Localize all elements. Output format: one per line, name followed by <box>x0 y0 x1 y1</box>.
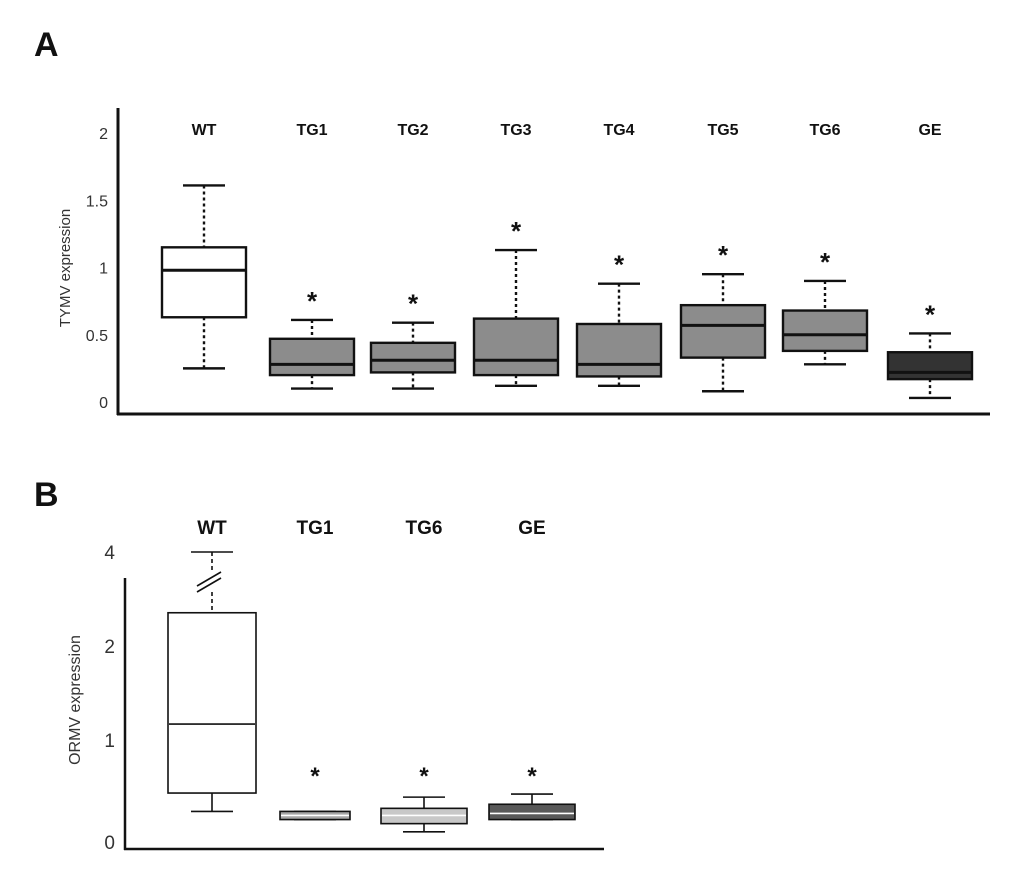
y-tick-label: 1 <box>104 731 115 752</box>
panel-b: B ORMV expression 4 2 1 0 WT TG1 TG6 GE * * * <box>34 476 604 854</box>
box-wt <box>160 184 248 370</box>
significance-marker-tg5: * <box>718 240 729 270</box>
category-label-tg1: TG1 <box>297 518 334 539</box>
box-ge <box>886 332 974 400</box>
y-axis-label-a: TYMV expression <box>57 209 74 327</box>
box-body <box>369 341 457 374</box>
category-label-ge: GE <box>918 122 941 139</box>
y-tick-label: 0 <box>104 833 115 854</box>
box-tg4 <box>575 282 663 388</box>
category-label-tg3: TG3 <box>500 122 531 139</box>
significance-marker-tg6: * <box>419 763 429 790</box>
box-tg2 <box>369 321 457 390</box>
y-tick-label: 1 <box>99 261 108 278</box>
panel-a: A TYMV expression 2 1.5 1 0.5 0 WT TG1 TG2 TG3 T… <box>34 26 990 416</box>
box-body <box>167 611 257 794</box>
box-body <box>886 351 974 381</box>
y-tick-label: 0.5 <box>86 328 108 345</box>
box-tg5 <box>679 273 767 393</box>
box-body <box>160 246 248 319</box>
box-wt <box>167 551 257 813</box>
panel-label-b: B <box>34 476 59 514</box>
y-tick-label: 4 <box>104 543 115 564</box>
box-body <box>488 803 576 821</box>
significance-marker-ge: * <box>925 299 936 329</box>
category-label-tg6: TG6 <box>406 518 443 539</box>
box-tg1 <box>268 318 356 390</box>
significance-marker-ge: * <box>527 763 537 790</box>
significance-marker-tg6: * <box>820 247 831 277</box>
significance-marker-tg4: * <box>614 250 625 280</box>
category-label-tg4: TG4 <box>603 122 634 139</box>
box-tg6 <box>380 796 468 833</box>
category-label-wt: WT <box>197 518 227 539</box>
box-body <box>472 317 560 377</box>
category-label-wt: WT <box>192 122 217 139</box>
category-label-tg5: TG5 <box>707 122 738 139</box>
panel-label-a: A <box>34 26 59 64</box>
significance-marker-tg2: * <box>408 289 419 319</box>
significance-marker-tg1: * <box>310 763 320 790</box>
box-tg1 <box>279 810 351 821</box>
category-label-ge: GE <box>518 518 545 539</box>
significance-marker-tg1: * <box>307 286 318 316</box>
y-tick-label: 0 <box>99 395 108 412</box>
box-ge <box>488 793 576 821</box>
y-tick-label: 2 <box>99 126 108 143</box>
box-body <box>268 337 356 377</box>
category-label-tg1: TG1 <box>296 122 327 139</box>
category-label-tg2: TG2 <box>397 122 428 139</box>
significance-marker-tg3: * <box>511 216 522 246</box>
y-axis-label-b: ORMV expression <box>67 635 84 765</box>
category-label-tg6: TG6 <box>809 122 840 139</box>
y-tick-label: 1.5 <box>86 193 108 210</box>
axis-break-marks <box>196 571 222 593</box>
box-body <box>679 303 767 359</box>
box-tg3 <box>472 248 560 388</box>
box-tg6 <box>781 279 869 366</box>
box-body <box>575 322 663 378</box>
box-body <box>781 309 869 353</box>
y-tick-label: 2 <box>104 637 115 658</box>
